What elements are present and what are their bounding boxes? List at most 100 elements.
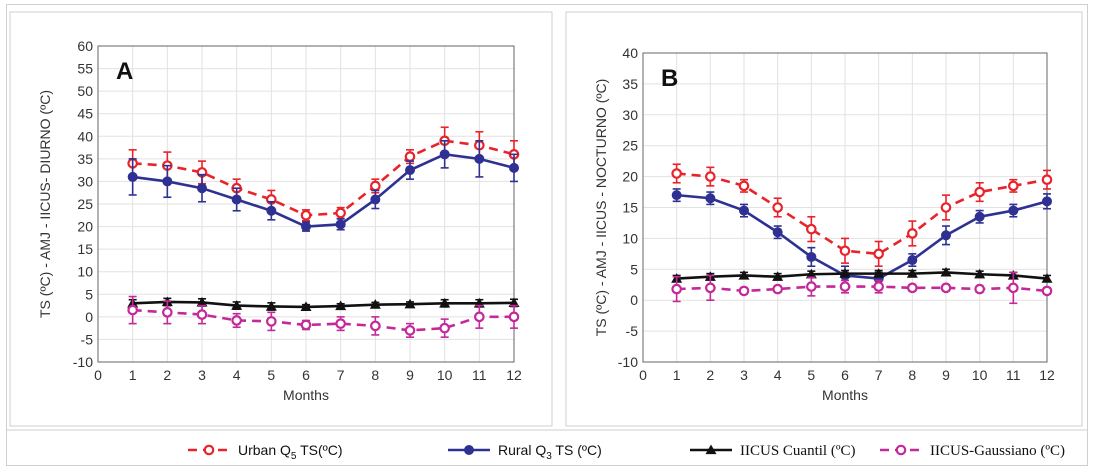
legend-urban-label-text: Urban Q — [238, 442, 291, 458]
a-gaussiano-point-6 — [300, 319, 312, 331]
b-urban-line — [676, 172, 1048, 256]
a-rural-point-2 — [162, 176, 173, 187]
b-urban-point-1 — [671, 168, 682, 179]
a-y-tick-label-11: 45 — [77, 106, 93, 122]
a-x-tick-label-2: 2 — [163, 367, 171, 383]
a-gaussiano-point-8 — [370, 320, 381, 332]
b-urban-point-6 — [839, 245, 851, 257]
b-gaussiano-line — [676, 285, 1048, 293]
a-x-tick-label-7: 7 — [337, 367, 345, 383]
a-cuantil-point-5 — [265, 300, 277, 311]
legend-cuantil-label-text: IICUS Cuantil (ºC) — [740, 443, 855, 459]
b-gaussiano-point-5 — [806, 281, 817, 292]
a-series-urban — [127, 126, 520, 222]
b-urban-point-9 — [940, 202, 952, 213]
a-urban-point-6 — [300, 209, 312, 221]
a-urban-point-8 — [370, 180, 381, 192]
b-gaussiano-point-10 — [974, 283, 985, 295]
a-y-axis-title: TS (ºC) - AMJ - IICUS- DIURNO (ºC) — [37, 90, 53, 318]
b-y-tick-label-0: -10 — [618, 354, 638, 370]
a-panel-label: A — [116, 58, 133, 85]
b-y-tick-label-6: 20 — [622, 169, 638, 185]
a-cuantil-point-12 — [508, 297, 520, 307]
legend-urban-label-suffix: TS(ºC) — [296, 442, 342, 458]
a-rural-point-10 — [439, 149, 450, 160]
b-x-tick-label-3: 3 — [740, 367, 748, 383]
a-x-tick-label-9: 9 — [406, 367, 414, 383]
legend-rural-label: Rural Q3 TS (ºC) — [498, 442, 602, 462]
a-x-tick-label-10: 10 — [437, 367, 453, 383]
a-y-tick-label-4: 10 — [77, 264, 93, 280]
b-x-tick-label-7: 7 — [875, 367, 883, 383]
a-gaussiano-point-10 — [439, 322, 450, 334]
a-gaussiano-point-12 — [508, 311, 520, 323]
b-x-tick-label-9: 9 — [942, 367, 950, 383]
a-rural-point-8 — [370, 194, 381, 205]
a-rural-point-3 — [197, 183, 207, 194]
a-y-tick-label-1: -5 — [81, 331, 94, 347]
a-y-tick-label-8: 30 — [77, 173, 93, 189]
b-x-tick-label-2: 2 — [706, 367, 714, 383]
b-series-urban — [671, 163, 1053, 268]
b-x-tick-label-11: 11 — [1006, 367, 1021, 383]
a-urban-line — [132, 139, 515, 217]
b-rural-point-1 — [671, 190, 682, 201]
b-y-tick-label-9: 35 — [622, 76, 638, 92]
legend-gaussiano-swatch-marker — [895, 444, 907, 456]
legend-rural-label-sub: 3 — [546, 451, 552, 462]
b-cuantil-line — [676, 271, 1048, 280]
b-rural-point-2 — [705, 193, 716, 204]
a-gaussiano-point-5 — [266, 316, 277, 327]
a-series-gaussiano — [127, 295, 520, 338]
a-cuantil-point-7 — [335, 300, 347, 311]
b-urban-point-11 — [1008, 180, 1019, 192]
b-series-rural — [671, 188, 1052, 286]
b-cuantil-point-7 — [873, 268, 885, 278]
a-rural-point-5 — [266, 205, 277, 216]
b-y-tick-label-8: 30 — [622, 107, 638, 123]
a-rural-point-9 — [405, 165, 415, 176]
b-x-tick-label-0: 0 — [639, 367, 647, 383]
a-x-tick-label-8: 8 — [371, 367, 379, 383]
b-rural-point-11 — [1008, 205, 1019, 216]
a-rural-point-4 — [231, 194, 242, 205]
b-y-tick-label-10: 40 — [622, 45, 638, 61]
a-rural-point-7 — [335, 219, 346, 230]
a-axes-box — [97, 45, 515, 363]
b-gaussiano-point-4 — [772, 283, 783, 295]
b-cuantil-point-6 — [839, 268, 851, 278]
legend-item-cuantil: IICUS Cuantil (ºC) — [690, 443, 855, 459]
b-gaussiano-point-11 — [1008, 282, 1019, 294]
b-x-axis-title: Months — [822, 387, 868, 403]
b-x-tick-label-6: 6 — [841, 367, 849, 383]
legend-item-gaussiano: IICUS-Gaussiano (ºC) — [880, 443, 1065, 459]
a-gaussiano-point-4 — [231, 315, 242, 326]
b-y-tick-label-4: 10 — [622, 230, 638, 246]
a-y-tick-label-13: 55 — [77, 61, 93, 77]
a-urban-point-9 — [404, 151, 416, 162]
legend-urban-swatch-marker — [203, 444, 215, 456]
b-rural-point-5 — [806, 251, 817, 262]
a-cuantil-point-6 — [300, 301, 312, 312]
a-gaussiano-point-9 — [404, 325, 416, 336]
legend-urban-label: Urban Q5 TS(ºC) — [238, 442, 343, 462]
b-rural-line — [676, 193, 1048, 280]
b-cuantil-point-3 — [738, 269, 750, 280]
a-rural-point-1 — [127, 171, 138, 182]
legend-cuantil-swatch-marker — [705, 444, 717, 455]
a-y-tick-label-14: 60 — [77, 38, 93, 54]
b-urban-point-3 — [738, 180, 750, 192]
b-y-tick-label-2: 0 — [630, 292, 638, 308]
b-rural-point-3 — [739, 205, 749, 216]
b-x-tick-label-1: 1 — [673, 367, 681, 383]
a-rural-line — [132, 153, 515, 228]
a-x-axis-title: Months — [283, 387, 329, 403]
a-rural-point-6 — [301, 221, 311, 232]
b-cuantil-point-12 — [1041, 273, 1053, 283]
a-gaussiano-point-2 — [162, 307, 173, 318]
a-gaussiano-line — [132, 308, 514, 332]
b-x-tick-label-10: 10 — [972, 367, 988, 383]
